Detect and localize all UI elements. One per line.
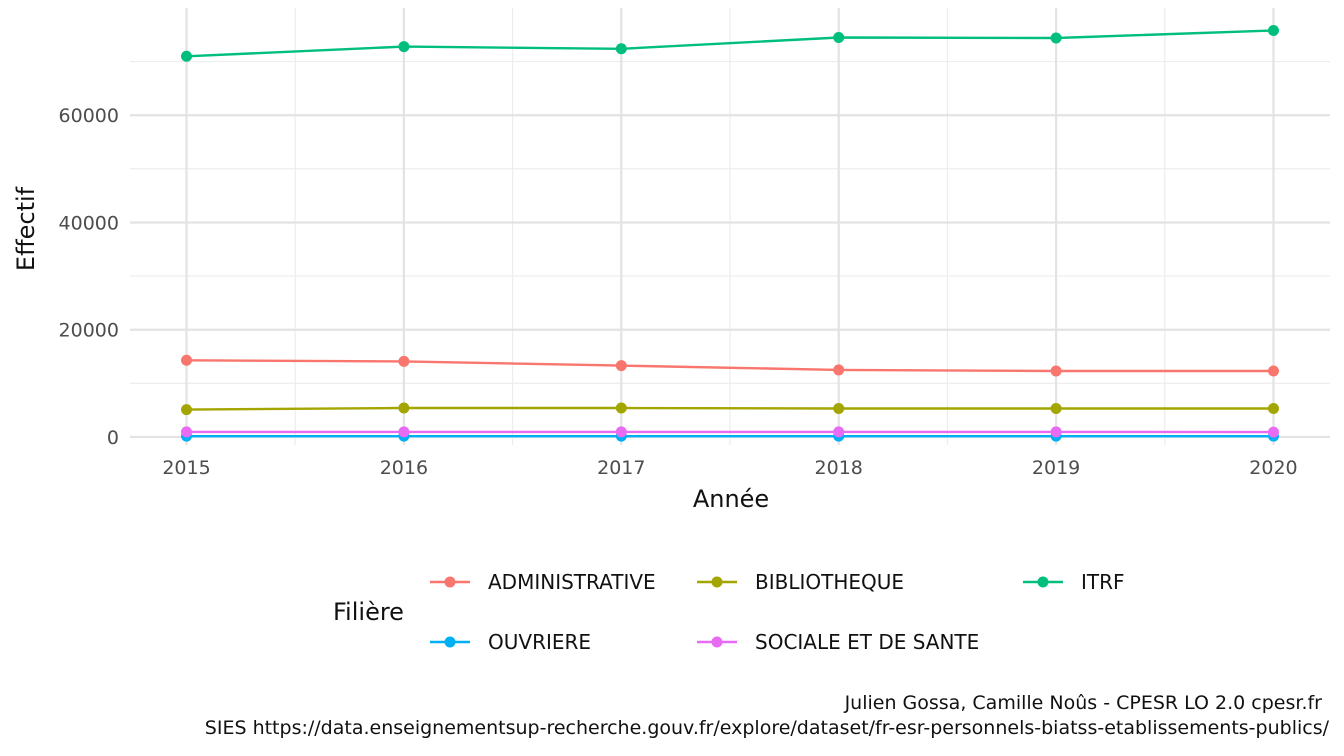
legend-label: SOCIALE ET DE SANTE xyxy=(755,630,979,654)
legend-item: OUVRIERE xyxy=(430,630,591,654)
data-point xyxy=(181,50,193,62)
data-point xyxy=(1267,403,1279,415)
legend-items: ADMINISTRATIVE BIBLIOTHEQUE ITRF OUVRIERE SO… xyxy=(430,570,1125,654)
data-point xyxy=(615,426,627,438)
legend-label: BIBLIOTHEQUE xyxy=(755,570,904,594)
data-point xyxy=(833,426,845,438)
legend-key-point xyxy=(444,636,456,648)
series-bibliotheque xyxy=(181,402,1279,416)
series-line xyxy=(186,29,1274,58)
y-tick-label: 60000 xyxy=(59,105,119,127)
legend-item: BIBLIOTHEQUE xyxy=(697,570,904,594)
data-point xyxy=(615,43,627,55)
y-tick-label: 20000 xyxy=(59,320,119,342)
data-point xyxy=(1267,426,1279,438)
data-point xyxy=(833,31,845,43)
legend-item: ITRF xyxy=(1023,570,1125,594)
data-point xyxy=(615,360,627,372)
x-tick-label: 2019 xyxy=(1032,457,1080,479)
data-point xyxy=(1267,25,1279,37)
y-tick-label: 0 xyxy=(107,427,119,449)
legend: Filière ADMINISTRATIVE BIBLIOTHEQUE ITRF OU… xyxy=(333,570,1125,654)
data-point xyxy=(1050,365,1062,377)
data-point xyxy=(181,404,193,416)
legend-key-point xyxy=(711,636,723,648)
x-tick-label: 2016 xyxy=(380,457,428,479)
legend-key-point xyxy=(1037,576,1049,588)
legend-item: SOCIALE ET DE SANTE xyxy=(697,630,979,654)
caption-line-2: SIES https://data.enseignementsup-recher… xyxy=(205,717,1330,739)
legend-key-point xyxy=(444,576,456,588)
legend-item: ADMINISTRATIVE xyxy=(430,570,656,594)
data-point xyxy=(398,426,410,438)
legend-label: ADMINISTRATIVE xyxy=(488,570,656,594)
data-point xyxy=(833,364,845,376)
data-point xyxy=(181,426,193,438)
y-axis-ticks: 0 20000 40000 60000 xyxy=(59,105,119,449)
series-line xyxy=(186,359,1274,373)
data-point xyxy=(1050,32,1062,44)
data-point xyxy=(833,403,845,415)
x-tick-label: 2015 xyxy=(162,457,210,479)
data-point xyxy=(398,355,410,367)
x-tick-label: 2018 xyxy=(815,457,863,479)
data-point xyxy=(1267,365,1279,377)
legend-label: OUVRIERE xyxy=(488,630,591,654)
series-group xyxy=(181,25,1279,442)
data-point xyxy=(398,41,410,53)
x-axis-ticks: 2015 2016 2017 2018 2019 2020 xyxy=(162,457,1297,479)
legend-key-point xyxy=(711,576,723,588)
data-point xyxy=(398,402,410,414)
y-axis-title: Effectif xyxy=(12,186,40,271)
series-line xyxy=(186,406,1274,411)
legend-label: ITRF xyxy=(1081,570,1125,594)
series-administrative xyxy=(181,354,1279,377)
x-tick-label: 2020 xyxy=(1249,457,1297,479)
legend-title: Filière xyxy=(333,598,404,626)
grid xyxy=(130,8,1330,445)
data-point xyxy=(1050,403,1062,415)
x-axis-title: Année xyxy=(693,485,769,513)
series-itrf xyxy=(181,25,1279,62)
data-point xyxy=(181,354,193,366)
series-sociale-et-de-sante xyxy=(181,426,1279,438)
data-point xyxy=(1050,426,1062,438)
data-point xyxy=(615,402,627,414)
x-tick-label: 2017 xyxy=(597,457,645,479)
y-tick-label: 40000 xyxy=(59,212,119,234)
caption-line-1: Julien Gossa, Camille Noûs - CPESR LO 2.… xyxy=(844,692,1323,714)
